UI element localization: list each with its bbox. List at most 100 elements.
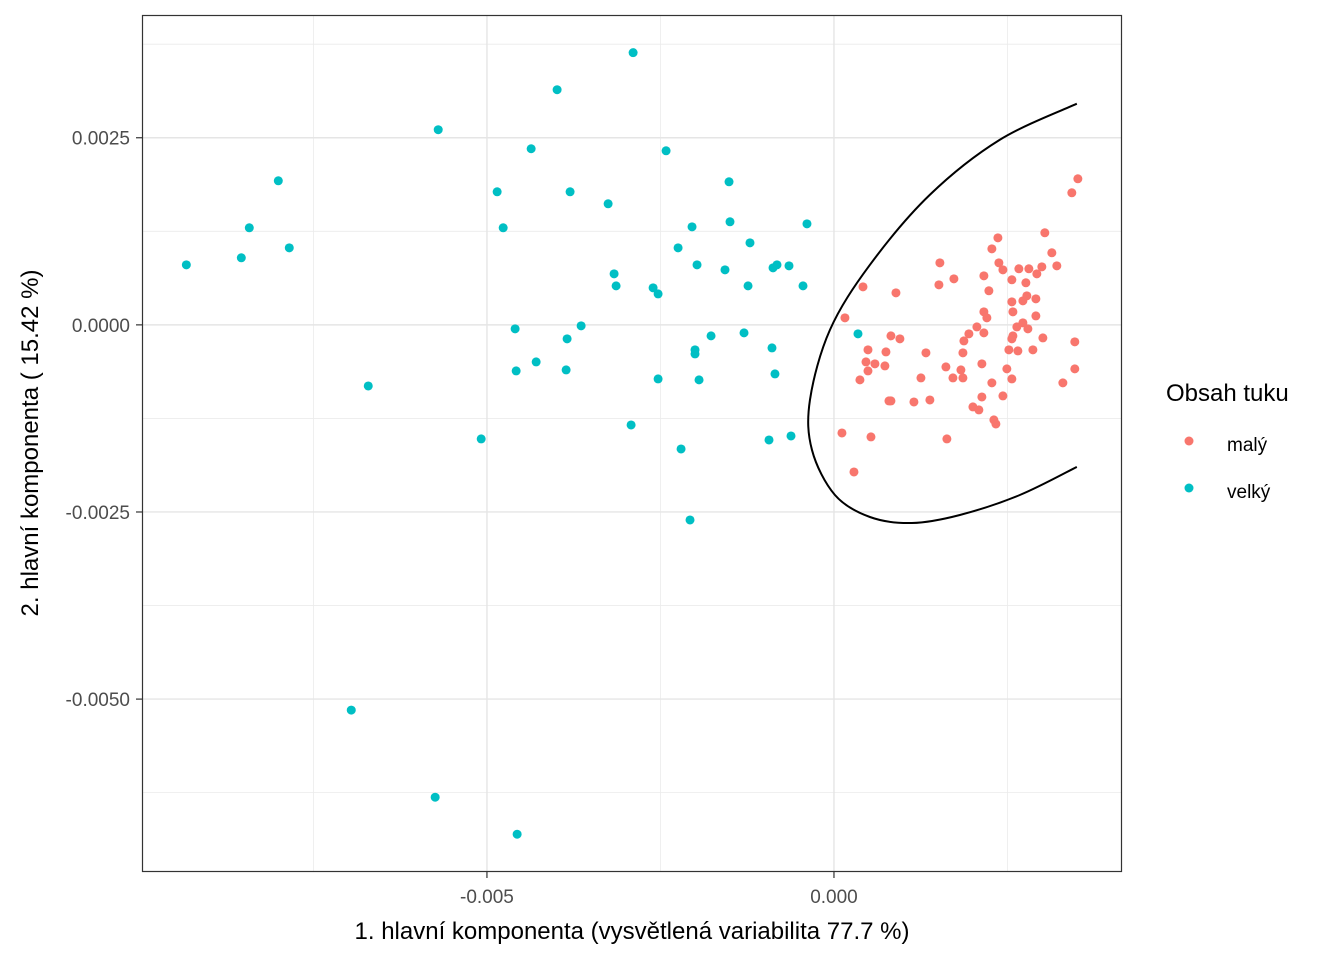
point-maly	[1032, 269, 1042, 279]
point-velky	[561, 365, 571, 375]
point-velky	[786, 431, 796, 441]
point-maly	[1004, 345, 1014, 355]
point-maly	[895, 334, 905, 344]
point-velky	[770, 369, 780, 379]
point-velky	[628, 48, 638, 58]
point-maly	[861, 357, 871, 367]
point-velky	[692, 260, 702, 270]
point-maly	[1073, 174, 1083, 184]
point-velky	[531, 357, 541, 367]
point-velky	[653, 374, 663, 384]
point-velky	[510, 324, 520, 334]
point-maly	[1007, 275, 1017, 285]
point-velky	[802, 219, 812, 229]
point-velky	[511, 366, 521, 376]
point-velky	[694, 375, 704, 385]
point-velky	[768, 263, 778, 273]
point-maly	[1031, 294, 1041, 304]
point-maly	[1007, 374, 1017, 384]
point-maly	[1014, 264, 1024, 274]
point-velky	[724, 177, 734, 187]
point-maly	[891, 288, 901, 298]
point-velky	[743, 281, 753, 291]
point-velky	[685, 515, 695, 525]
point-maly	[840, 313, 850, 323]
point-maly	[941, 362, 951, 372]
point-velky	[512, 829, 522, 839]
point-velky	[433, 125, 443, 135]
point-maly	[1028, 345, 1038, 355]
point-maly	[1038, 333, 1048, 343]
x-tick-label: -0.005	[460, 887, 514, 908]
ellipse-path	[807, 102, 1078, 525]
point-velky	[690, 349, 700, 359]
point-maly	[1002, 364, 1012, 374]
point-maly	[942, 434, 952, 444]
point-maly	[984, 286, 994, 296]
legend-label-maly: malý	[1227, 435, 1268, 456]
point-velky	[767, 343, 777, 353]
points	[181, 48, 1083, 839]
point-velky	[676, 444, 686, 454]
point-maly	[934, 280, 944, 290]
y-tick-label: -0.0025	[66, 503, 130, 524]
point-maly	[1018, 296, 1028, 306]
point-velky	[653, 289, 663, 299]
point-velky	[764, 435, 774, 445]
point-maly	[849, 467, 859, 477]
point-maly	[837, 428, 847, 438]
point-maly	[1070, 364, 1080, 374]
point-maly	[1040, 228, 1050, 238]
point-maly	[916, 373, 926, 383]
point-velky	[853, 329, 863, 339]
point-velky	[273, 176, 283, 186]
legend-key-velky	[1184, 483, 1194, 493]
point-velky	[476, 434, 486, 444]
point-maly	[1007, 297, 1017, 307]
point-velky	[725, 217, 735, 227]
confidence-ellipse	[807, 102, 1078, 525]
point-velky	[648, 283, 658, 293]
point-maly	[1023, 324, 1033, 334]
point-velky	[284, 243, 294, 253]
point-maly	[870, 359, 880, 369]
point-velky	[244, 223, 254, 233]
point-velky	[739, 328, 749, 338]
point-maly	[972, 322, 982, 332]
point-maly	[977, 359, 987, 369]
point-maly	[991, 419, 1001, 429]
x-axis-title: 1. hlavní komponenta (vysvětlená variabi…	[355, 918, 910, 945]
point-velky	[798, 281, 808, 291]
point-velky	[498, 223, 508, 233]
point-maly	[1058, 378, 1068, 388]
point-maly	[866, 432, 876, 442]
point-maly	[1052, 261, 1062, 271]
point-maly	[956, 365, 966, 375]
point-velky	[661, 146, 671, 156]
point-maly	[886, 331, 896, 341]
point-maly	[1008, 307, 1018, 317]
point-maly	[994, 258, 1004, 268]
point-maly	[881, 347, 891, 357]
legend: Obsah tuku malý velký	[1166, 380, 1289, 503]
point-maly	[1007, 334, 1017, 344]
point-maly	[1021, 278, 1031, 288]
legend-key-maly	[1184, 436, 1194, 446]
point-velky	[576, 321, 586, 331]
point-maly	[1037, 262, 1047, 272]
point-velky	[609, 269, 619, 279]
point-maly	[1013, 346, 1023, 356]
point-velky	[603, 199, 613, 209]
point-maly	[880, 361, 890, 371]
point-maly	[855, 375, 865, 385]
point-velky	[745, 238, 755, 248]
point-velky	[626, 420, 636, 430]
point-velky	[552, 85, 562, 95]
y-axis-title: 2. hlavní komponenta ( 15.42 %)	[17, 270, 44, 617]
y-tick-label: 0.0025	[72, 129, 130, 150]
point-maly	[1070, 337, 1080, 347]
point-maly	[993, 233, 1003, 243]
point-velky	[181, 260, 191, 270]
